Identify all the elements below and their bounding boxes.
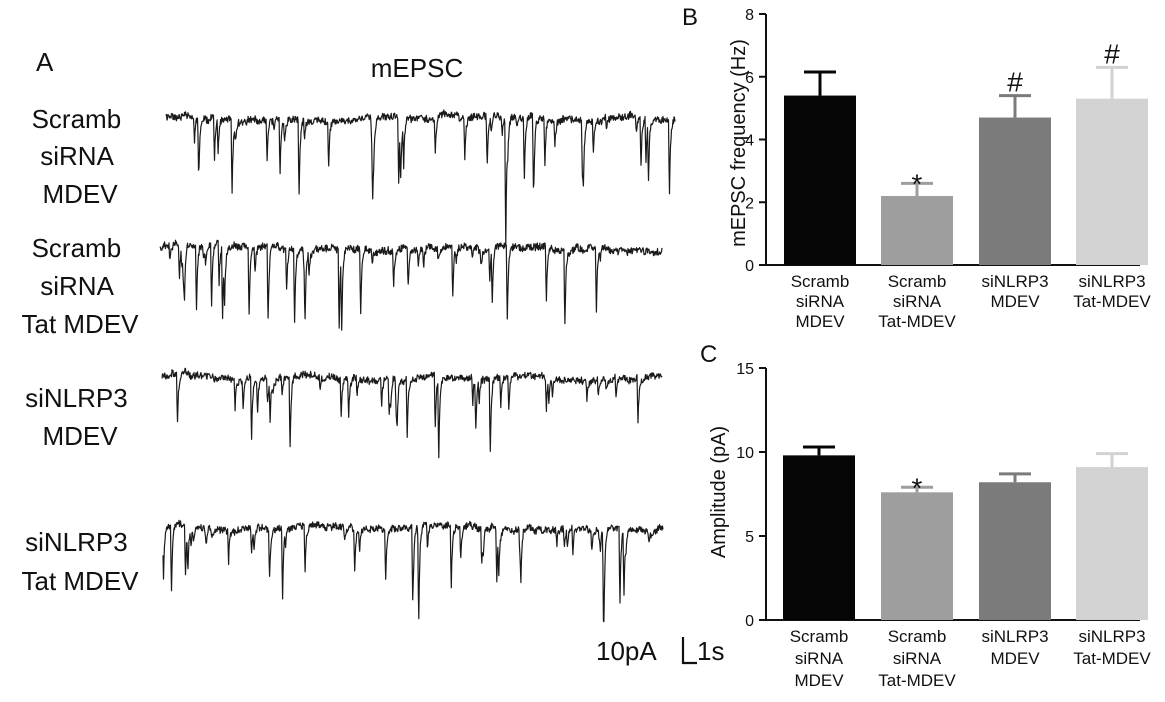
panel-b-category-label: siNLRP3 Tat-MDEV	[1073, 272, 1151, 311]
panel-b-bar	[784, 95, 856, 265]
panel-b-bars: * # #	[784, 38, 1148, 266]
panel-b-y-tick-label: 4	[745, 133, 754, 150]
row-1-label-line-1: Scramb	[32, 104, 122, 134]
row-1-label-line-3: MDEV	[42, 179, 118, 209]
panel-c-category-label: Scramb siRNA Tat-MDEV	[878, 627, 956, 690]
row-1-label: Scramb siRNA MDEV	[32, 104, 129, 209]
panel-b-error-bar	[901, 181, 933, 196]
scale-bar-time-label: 1s	[697, 636, 724, 666]
panel-b-y-tick-label: 6	[745, 70, 754, 87]
scale-bar-amplitude-label: 10pA	[596, 636, 657, 666]
row-1-label-line-2: siRNA	[40, 141, 114, 171]
trace-scramb-sirna-mdev	[165, 109, 676, 245]
panel-c-bar	[783, 455, 855, 620]
panel-b-y-tick-label: 0	[745, 258, 754, 275]
trace-sinlrp3-mdev	[161, 367, 663, 459]
panel-c-y-tick-label: 5	[745, 529, 754, 546]
panel-c-letter: C	[700, 341, 717, 368]
panel-c-bars: *	[783, 445, 1148, 620]
panel-b-bar	[881, 195, 953, 265]
panel-c-y-axis-label: Amplitude (pA)	[708, 426, 730, 558]
panel-b-chart: B mEPSC frequency (Hz) 0 2 4 6 8 Scramb siRNA M…	[682, 4, 1151, 331]
scale-bar-lines	[681, 637, 697, 665]
row-3-label-line-1: siNLRP3	[25, 383, 128, 413]
panel-b-error-bar	[804, 70, 836, 96]
panel-c-y-tick-label: 0	[745, 613, 754, 630]
trace-sinlrp3-tat-mdev	[162, 519, 664, 623]
panel-a-title: mEPSC	[371, 53, 463, 83]
row-3-label: siNLRP3 MDEV	[25, 383, 135, 451]
panel-b-error-bar	[999, 94, 1031, 118]
panel-c-error-bar	[901, 485, 933, 493]
panel-b-significance-marker: #	[1104, 38, 1120, 69]
panel-b-axes: 0 2 4 6 8 Scramb siRNA MDEV Scramb siRNA Tat-MDEV s…	[745, 7, 1151, 331]
panel-c-bar	[1076, 467, 1148, 620]
panel-b-category-label: Scramb siRNA Tat-MDEV	[878, 272, 956, 331]
row-2-label-line-3: Tat MDEV	[21, 309, 139, 339]
panel-b-error-bar	[1096, 65, 1128, 99]
row-4-label-line-1: siNLRP3	[25, 527, 128, 557]
row-2-label-line-1: Scramb	[32, 233, 122, 263]
panel-b-significance-marker: #	[1007, 67, 1023, 98]
panel-a: A mEPSC Scramb siRNA MDEV Scramb siRNA T…	[21, 47, 724, 666]
row-4-label: siNLRP3 Tat MDEV	[21, 527, 139, 596]
panel-c-error-bar	[999, 472, 1031, 483]
panel-b-letter: B	[682, 4, 698, 31]
panel-b-y-tick-label: 2	[745, 195, 754, 212]
panel-c-category-label: siNLRP3 Tat-MDEV	[1073, 627, 1151, 668]
panel-c-error-bar	[1096, 452, 1128, 468]
row-3-label-line-2: MDEV	[42, 421, 118, 451]
panel-b-significance-marker: *	[912, 168, 923, 199]
scale-bar: 10pA 1s	[596, 636, 724, 666]
row-2-label: Scramb siRNA Tat MDEV	[21, 233, 139, 339]
panel-c-chart: C Amplitude (pA) 0 5 10 15 Scramb siRNA MDEV Sc…	[700, 341, 1151, 690]
panel-c-category-label: Scramb siRNA MDEV	[790, 627, 849, 690]
panel-c-bar	[881, 492, 953, 620]
panel-c-error-bar	[803, 445, 835, 456]
panel-b-category-label: Scramb siRNA MDEV	[791, 272, 850, 331]
row-4-label-line-2: Tat MDEV	[21, 566, 139, 596]
panel-a-letter: A	[36, 47, 54, 77]
panel-b-category-label: siNLRP3 MDEV	[981, 272, 1048, 311]
panel-c-y-tick-label: 10	[736, 445, 754, 462]
panel-c-significance-marker: *	[912, 472, 923, 503]
panel-b-y-axis-label: mEPSC frequency (Hz)	[728, 39, 750, 247]
panel-b-y-tick-label: 8	[745, 7, 754, 24]
panel-c-y-tick-label: 15	[736, 361, 754, 378]
panel-c-category-label: siNLRP3 MDEV	[981, 627, 1048, 668]
trace-scramb-sirna-tat-mdev	[159, 239, 663, 331]
panel-b-bar	[979, 117, 1051, 265]
panel-c-bar	[979, 482, 1051, 620]
panel-b-bar	[1076, 98, 1148, 266]
row-2-label-line-2: siRNA	[40, 271, 114, 301]
